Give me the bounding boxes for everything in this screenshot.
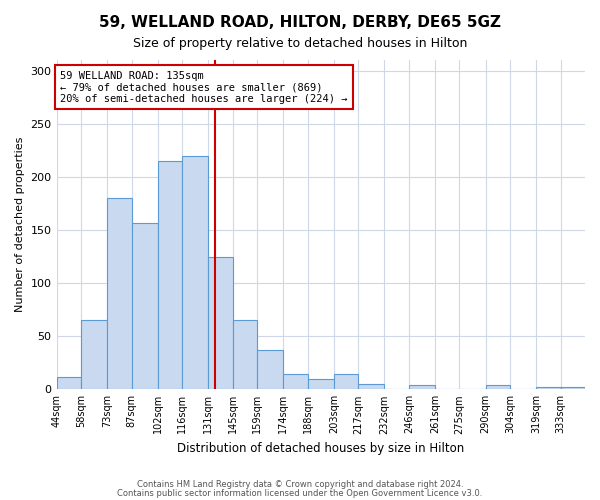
Bar <box>485 385 510 390</box>
X-axis label: Distribution of detached houses by size in Hilton: Distribution of detached houses by size … <box>177 442 464 455</box>
Bar <box>283 374 308 390</box>
Bar <box>56 376 81 390</box>
Bar <box>107 198 131 390</box>
Text: 59, WELLAND ROAD, HILTON, DERBY, DE65 5GZ: 59, WELLAND ROAD, HILTON, DERBY, DE65 5G… <box>99 15 501 30</box>
Text: Size of property relative to detached houses in Hilton: Size of property relative to detached ho… <box>133 38 467 51</box>
Bar <box>233 320 257 390</box>
Bar <box>409 385 435 390</box>
Text: Contains public sector information licensed under the Open Government Licence v3: Contains public sector information licen… <box>118 488 482 498</box>
Bar <box>158 161 182 390</box>
Bar <box>257 350 283 390</box>
Text: 59 WELLAND ROAD: 135sqm
← 79% of detached houses are smaller (869)
20% of semi-d: 59 WELLAND ROAD: 135sqm ← 79% of detache… <box>60 70 347 104</box>
Bar <box>536 387 560 390</box>
Bar <box>182 156 208 390</box>
Bar <box>308 378 334 390</box>
Bar <box>334 374 358 390</box>
Bar <box>208 256 233 390</box>
Bar <box>131 222 158 390</box>
Text: Contains HM Land Registry data © Crown copyright and database right 2024.: Contains HM Land Registry data © Crown c… <box>137 480 463 489</box>
Bar <box>81 320 107 390</box>
Bar <box>560 387 585 390</box>
Bar <box>358 384 385 390</box>
Y-axis label: Number of detached properties: Number of detached properties <box>15 137 25 312</box>
